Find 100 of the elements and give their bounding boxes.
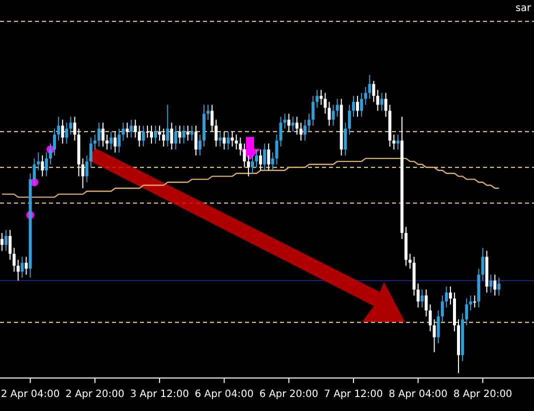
candlestick [130,119,133,138]
candlestick [61,119,64,144]
candlestick [24,256,28,276]
candlestick [344,122,347,156]
candlestick [48,143,52,165]
candlestick [218,131,222,148]
candlestick [473,295,476,308]
candlestick [368,74,372,100]
candlestick [275,134,278,165]
candlestick [360,92,364,118]
candlestick [420,289,424,308]
candlestick [493,274,496,296]
x-tick-label: 2 Apr 04:00 [0,389,60,400]
text: sar [516,3,532,14]
candlestick [428,304,432,332]
candlestick [291,116,294,132]
candlestick [4,229,8,252]
candlestick [53,128,56,156]
candlestick [380,92,384,112]
candlestick [316,89,319,108]
candlestick [178,125,182,144]
candlestick [489,274,492,294]
candlestick [16,259,20,282]
candlestick [255,149,258,168]
candlestick [85,154,88,183]
candlestick [12,247,16,272]
x-tick-label: 8 Apr 20:00 [453,389,512,400]
candlestick [324,92,327,114]
candlestick [416,283,420,308]
candlestick [106,134,109,150]
candlestick [32,158,36,186]
candlestick [170,122,174,150]
candlestick [465,298,468,326]
candlestick [242,143,246,168]
candlestick [432,318,436,353]
candlestick [8,229,12,260]
candlestick [182,125,186,144]
candlestick [396,134,400,150]
candlestick [440,295,444,323]
candlestick [271,152,274,171]
candlestick [110,131,113,150]
candlestick [102,122,104,148]
x-tick-label: 2 Apr 20:00 [66,389,124,400]
candlestick [118,128,121,153]
x-tick-label: 7 Apr 12:00 [324,389,383,400]
x-tick-label: 6 Apr 04:00 [194,389,254,400]
candlestick [81,158,84,189]
candlestick [332,104,335,126]
candlestick [481,247,484,282]
candlestick [65,122,68,144]
candlestick [287,113,290,132]
candlestick [166,104,170,148]
candlestick [126,122,129,138]
candlestick [186,125,190,142]
candlestick [336,98,339,118]
candlestick [142,125,145,148]
candlestick [40,154,44,177]
candlestick [356,95,360,118]
candlestick [190,125,194,142]
candlestick [198,134,202,156]
candlestick [0,232,4,252]
candlestick [424,289,428,317]
candlestick [93,134,96,150]
candlestick [230,131,234,148]
candlestick [372,80,376,102]
x-tick-label: 6 Apr 20:00 [259,389,318,400]
candlestick [263,143,266,171]
candlestick [469,295,472,311]
candlestick [174,125,178,150]
candlestick [308,113,311,132]
candlestick [283,113,286,130]
candlestick [299,122,302,142]
candlestick [214,119,218,148]
candlestick [194,125,198,156]
candlestick [384,92,388,118]
candlestick [376,89,380,112]
candlestick [364,86,368,106]
candlestick [138,125,141,148]
candlestick [222,131,226,150]
candlestick [158,125,162,142]
x-tick-label: 3 Apr 12:00 [130,389,189,400]
candlestick [246,154,250,177]
candlestick [392,134,396,150]
candlestick [89,137,92,168]
candlestick [267,143,270,171]
candlestick [154,125,158,144]
candlestick [69,116,72,136]
candlestick [328,101,331,126]
candlestick [348,104,351,136]
x-tick-label: 8 Apr 04:00 [388,389,448,400]
candlestick [436,310,440,344]
candlestick [295,116,298,136]
candlestick [304,119,306,142]
candlestick [238,137,242,156]
candlestick [497,277,500,296]
candlestick [448,286,452,305]
candlestick [146,125,149,138]
candlestick [44,152,48,177]
candlestick [114,131,117,153]
candlestick [162,128,166,148]
